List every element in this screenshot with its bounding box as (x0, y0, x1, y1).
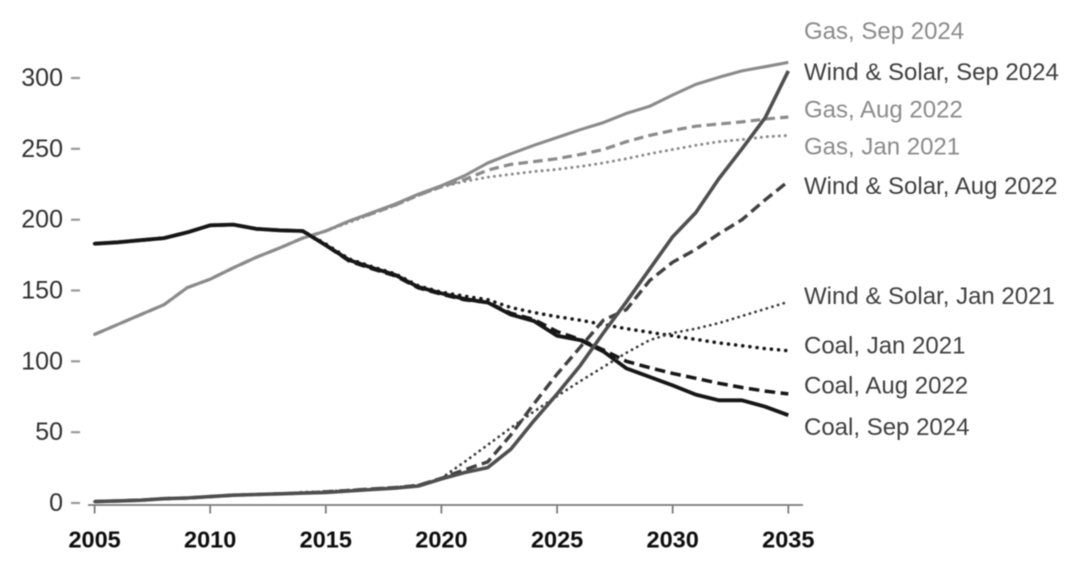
svg-text:50: 50 (35, 418, 63, 446)
svg-text:Coal, Jan 2021: Coal, Jan 2021 (804, 333, 965, 360)
svg-text:2015: 2015 (300, 527, 352, 553)
svg-text:0: 0 (49, 489, 63, 517)
svg-text:Coal, Sep 2024: Coal, Sep 2024 (804, 414, 969, 441)
svg-text:2010: 2010 (184, 527, 236, 553)
svg-text:2020: 2020 (415, 527, 467, 553)
svg-text:Wind & Solar, Sep 2024: Wind & Solar, Sep 2024 (804, 59, 1059, 86)
svg-text:250: 250 (21, 135, 63, 163)
svg-text:100: 100 (21, 347, 63, 375)
svg-text:Wind & Solar, Jan 2021: Wind & Solar, Jan 2021 (804, 283, 1055, 310)
svg-text:200: 200 (21, 206, 63, 234)
svg-text:2035: 2035 (762, 527, 814, 553)
svg-text:Coal, Aug 2022: Coal, Aug 2022 (804, 373, 968, 400)
svg-text:2005: 2005 (68, 527, 120, 553)
svg-text:2030: 2030 (647, 527, 699, 553)
svg-text:150: 150 (21, 277, 63, 305)
svg-text:300: 300 (21, 64, 63, 92)
svg-text:Gas, Jan 2021: Gas, Jan 2021 (804, 134, 960, 161)
svg-text:2025: 2025 (531, 527, 583, 553)
svg-text:Wind & Solar, Aug 2022: Wind & Solar, Aug 2022 (804, 173, 1058, 200)
svg-text:Gas, Sep 2024: Gas, Sep 2024 (804, 18, 964, 45)
svg-text:Gas, Aug 2022: Gas, Aug 2022 (804, 97, 963, 124)
